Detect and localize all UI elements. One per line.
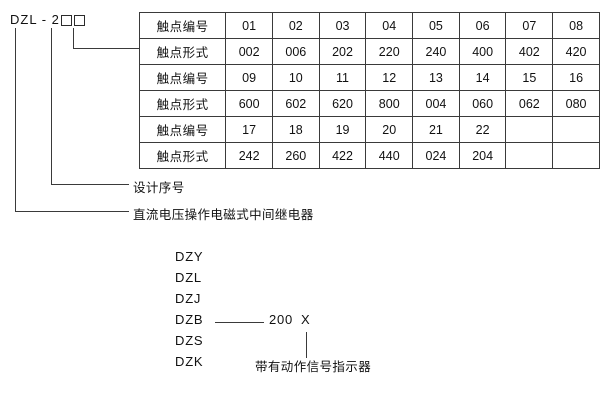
table-row: 触点形式 002 006 202 220 240 400 402 420 bbox=[138, 38, 600, 65]
table-cell: 800 bbox=[365, 90, 414, 117]
table-cell: 420 bbox=[552, 38, 600, 65]
series-item-dzy: DZY bbox=[175, 249, 204, 264]
table-cell: 024 bbox=[412, 142, 460, 169]
table-cell: 19 bbox=[318, 116, 367, 143]
table-row: 触点形式 242 260 422 440 024 204 bbox=[138, 142, 600, 169]
table-cell: 08 bbox=[552, 12, 600, 39]
table-cell: 20 bbox=[365, 116, 414, 143]
contact-table: 触点编号 01 02 03 04 05 06 07 08 触点形式 002 00… bbox=[138, 12, 600, 169]
series-item-dzk: DZK bbox=[175, 354, 204, 369]
leader-line-1-vertical bbox=[15, 28, 17, 212]
row-label: 触点形式 bbox=[138, 142, 227, 169]
table-cell: 002 bbox=[225, 38, 273, 65]
table-row: 触点形式 600 602 620 800 004 060 062 080 bbox=[138, 90, 600, 117]
series-suffix-note: 带有动作信号指示器 bbox=[255, 360, 372, 374]
table-cell: 006 bbox=[271, 38, 320, 65]
table-cell: 240 bbox=[412, 38, 460, 65]
row-label: 触点编号 bbox=[138, 116, 227, 143]
leader-line-2-horizontal bbox=[51, 184, 129, 186]
series-item-dzs: DZS bbox=[175, 333, 204, 348]
series-item-dzj: DZJ bbox=[175, 291, 202, 306]
table-cell: 04 bbox=[365, 12, 414, 39]
table-cell: 06 bbox=[458, 12, 507, 39]
table-cell bbox=[505, 142, 554, 169]
table-cell: 07 bbox=[505, 12, 554, 39]
table-cell: 14 bbox=[458, 64, 507, 91]
table-cell: 220 bbox=[365, 38, 414, 65]
table-cell: 600 bbox=[225, 90, 273, 117]
table-cell: 12 bbox=[365, 64, 414, 91]
table-cell: 18 bbox=[271, 116, 320, 143]
row-label: 触点形式 bbox=[138, 90, 227, 117]
annotation-product-name: 直流电压操作电磁式中间继电器 bbox=[133, 208, 314, 222]
table-cell: 402 bbox=[505, 38, 554, 65]
table-cell: 22 bbox=[458, 116, 507, 143]
table-cell: 02 bbox=[271, 12, 320, 39]
table-cell: 09 bbox=[225, 64, 273, 91]
table-cell: 080 bbox=[552, 90, 600, 117]
table-row: 触点编号 09 10 11 12 13 14 15 16 bbox=[138, 64, 600, 91]
table-cell: 400 bbox=[458, 38, 507, 65]
table-cell: 15 bbox=[505, 64, 554, 91]
leader-line-1-horizontal bbox=[15, 211, 129, 213]
annotation-design-serial: 设计序号 bbox=[133, 181, 185, 195]
row-label: 触点编号 bbox=[138, 12, 227, 39]
table-cell: 062 bbox=[505, 90, 554, 117]
table-cell bbox=[552, 116, 600, 143]
series-suffix-drop-line bbox=[306, 332, 308, 358]
series-number: 200 bbox=[269, 312, 294, 327]
table-cell: 03 bbox=[318, 12, 367, 39]
model-code-header: DZL - 2 bbox=[10, 12, 86, 27]
code-box-1-icon bbox=[60, 15, 72, 27]
series-connector-line bbox=[215, 322, 264, 324]
table-cell: 204 bbox=[458, 142, 507, 169]
row-label: 触点编号 bbox=[138, 64, 227, 91]
row-label: 触点形式 bbox=[138, 38, 227, 65]
table-cell: 260 bbox=[271, 142, 320, 169]
series-item-dzb: DZB bbox=[175, 312, 204, 327]
table-cell: 440 bbox=[365, 142, 414, 169]
leader-line-3-horizontal bbox=[73, 48, 140, 50]
series-item-dzl: DZL bbox=[175, 270, 202, 285]
table-cell: 242 bbox=[225, 142, 273, 169]
table-cell: 05 bbox=[412, 12, 460, 39]
table-cell: 620 bbox=[318, 90, 367, 117]
contact-table-body: 触点编号 01 02 03 04 05 06 07 08 触点形式 002 00… bbox=[138, 12, 600, 169]
table-cell: 21 bbox=[412, 116, 460, 143]
leader-line-3-vertical bbox=[73, 28, 75, 49]
table-cell: 17 bbox=[225, 116, 273, 143]
table-cell: 16 bbox=[552, 64, 600, 91]
table-row: 触点编号 01 02 03 04 05 06 07 08 bbox=[138, 12, 600, 39]
table-cell: 11 bbox=[318, 64, 367, 91]
code-box-2-icon bbox=[73, 15, 85, 27]
table-cell: 602 bbox=[271, 90, 320, 117]
leader-line-2-vertical bbox=[51, 28, 53, 185]
series-suffix: X bbox=[301, 312, 311, 327]
table-row: 触点编号 17 18 19 20 21 22 bbox=[138, 116, 600, 143]
table-cell bbox=[505, 116, 554, 143]
table-cell: 004 bbox=[412, 90, 460, 117]
table-cell: 202 bbox=[318, 38, 367, 65]
table-cell: 060 bbox=[458, 90, 507, 117]
table-cell bbox=[552, 142, 600, 169]
table-cell: 01 bbox=[225, 12, 273, 39]
table-cell: 422 bbox=[318, 142, 367, 169]
model-code-prefix: DZL - 2 bbox=[10, 12, 60, 27]
table-cell: 10 bbox=[271, 64, 320, 91]
table-cell: 13 bbox=[412, 64, 460, 91]
